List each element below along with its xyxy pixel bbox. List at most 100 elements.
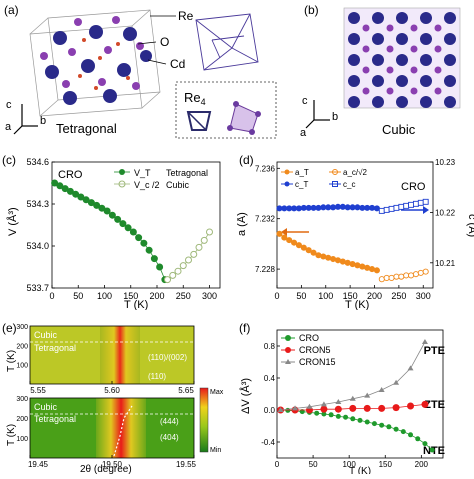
cd-atom — [396, 54, 408, 66]
data-point-d — [412, 200, 419, 207]
data-point-c — [145, 246, 153, 254]
data-point-f — [415, 436, 421, 442]
data-point-d — [291, 205, 298, 212]
cd-atom — [444, 33, 456, 45]
cd-atom — [348, 75, 360, 87]
legend-label-at: a_T — [295, 168, 309, 177]
chart-e: (e) T (K) T (K) Cubic Tetragonal (110)/(… — [2, 321, 224, 475]
panel-c: (c) CRO V (Å³) T (K) V_T Tetragonal V_c … — [0, 150, 237, 311]
axis-arrows-d — [281, 206, 429, 236]
panel-d: (d) CRO a (Å) c (Å) T (K) a_T a_c/√2 c_T… — [235, 150, 474, 311]
x-tick-label-f: 200 — [415, 460, 429, 469]
data-point-d — [417, 269, 424, 276]
x-axis-label-d: T (K) — [345, 299, 369, 310]
data-point-c — [51, 179, 59, 187]
data-point-d — [403, 272, 410, 279]
data-point-d — [393, 273, 400, 280]
data-point-d — [364, 204, 371, 211]
panel-f: (f) ΔV (Å³) T (K) CRO CRON5 CRON15 PTE Z… — [237, 318, 474, 477]
atom-label-re: Re — [178, 9, 194, 23]
legend-marker-cro — [285, 335, 291, 341]
re-atom — [410, 87, 418, 95]
data-point-f — [292, 405, 299, 411]
legend-marker-at — [284, 169, 290, 175]
data-point-c — [164, 276, 171, 284]
data-point-d — [291, 239, 298, 246]
re-atom — [434, 24, 442, 32]
x-tick-label-c: 50 — [73, 291, 83, 301]
data-point-d — [417, 199, 424, 206]
panel-c-letter: (c) — [2, 153, 16, 167]
data-point-c — [195, 243, 203, 251]
data-point-d — [325, 254, 332, 261]
phase-label-tetragonal-e-bottom: Tetragonal — [34, 414, 76, 424]
re4-inset-box — [175, 81, 277, 139]
series-line-c — [54, 182, 166, 280]
y-tick-label-right-d: 10.23 — [435, 158, 456, 167]
sample-label-d: CRO — [401, 181, 426, 193]
y-axis-label-f: ΔV (Å³) — [239, 378, 252, 414]
axes-indicator-a: c a b — [5, 99, 46, 135]
x-axis-label-c: T (K) — [124, 299, 148, 310]
data-point-d — [339, 258, 346, 265]
data-point-c — [156, 263, 164, 271]
data-point-f — [364, 392, 371, 398]
x-tick-label-f: 0 — [275, 460, 280, 469]
chart-f: (f) ΔV (Å³) T (K) CRO CRON5 CRON15 PTE Z… — [239, 321, 445, 477]
data-point-d — [325, 204, 332, 211]
panel-a-figure: (a) Re O — [4, 3, 277, 139]
cd-atom — [396, 33, 408, 45]
cd-atom — [396, 12, 408, 24]
data-point-c — [190, 250, 198, 258]
data-point-d — [373, 267, 380, 274]
data-point-f — [393, 426, 399, 432]
cd-atom — [396, 96, 408, 108]
data-point-d — [349, 204, 356, 211]
data-point-c — [108, 211, 116, 219]
legend-text-tetragonal: Tetragonal — [166, 168, 208, 178]
data-point-c — [103, 207, 111, 215]
data-point-c — [98, 204, 106, 212]
data-point-d — [286, 205, 293, 212]
y-tick-label-f: 0.0 — [264, 406, 276, 415]
data-point-c — [124, 224, 132, 232]
cd-atom — [444, 54, 456, 66]
cd-atom — [372, 12, 384, 24]
data-point-f — [314, 410, 320, 416]
data-point-d — [330, 204, 337, 211]
legend-label-cron15: CRON15 — [299, 357, 336, 367]
data-point-f — [379, 422, 385, 428]
atom-label-o: O — [160, 35, 169, 49]
y-axis-label-left-d: a (Å) — [237, 212, 248, 236]
peak-label-404: (404) — [160, 433, 179, 442]
panel-b: (b) c a b Cubic — [300, 0, 474, 150]
data-point-f — [429, 447, 435, 453]
data-point-c — [185, 256, 192, 264]
data-point-f — [400, 429, 406, 435]
re-atom — [362, 66, 370, 74]
data-point-d — [369, 204, 376, 211]
panel-e-letter: (e) — [2, 321, 17, 335]
data-point-f — [343, 414, 349, 420]
data-point-f — [421, 400, 429, 408]
legend-symbol-vt: V_T — [134, 168, 151, 178]
legend-label-cc: c_c — [343, 180, 355, 189]
panel-e: (e) T (K) T (K) Cubic Tetragonal (110)/(… — [0, 318, 237, 475]
y-tick-label-e: 300 — [16, 324, 28, 331]
colorbar — [199, 387, 209, 453]
chart-d: (d) CRO a (Å) c (Å) T (K) a_T a_c/√2 c_T… — [235, 153, 474, 311]
y-tick-label-f: -0.4 — [261, 438, 275, 447]
data-point-c — [114, 215, 122, 223]
re-atom — [362, 87, 370, 95]
data-point-f — [320, 401, 327, 407]
re-atom — [386, 87, 394, 95]
y-tick-label-c: 534.0 — [26, 241, 49, 251]
data-point-f — [328, 412, 334, 418]
data-point-f — [335, 413, 341, 419]
axis-c-label: c — [6, 99, 12, 111]
legend-marker-cron5 — [285, 347, 291, 353]
data-point-f — [335, 399, 342, 404]
cd-atom — [372, 96, 384, 108]
data-point-d — [276, 230, 283, 237]
re-atom — [410, 24, 418, 32]
